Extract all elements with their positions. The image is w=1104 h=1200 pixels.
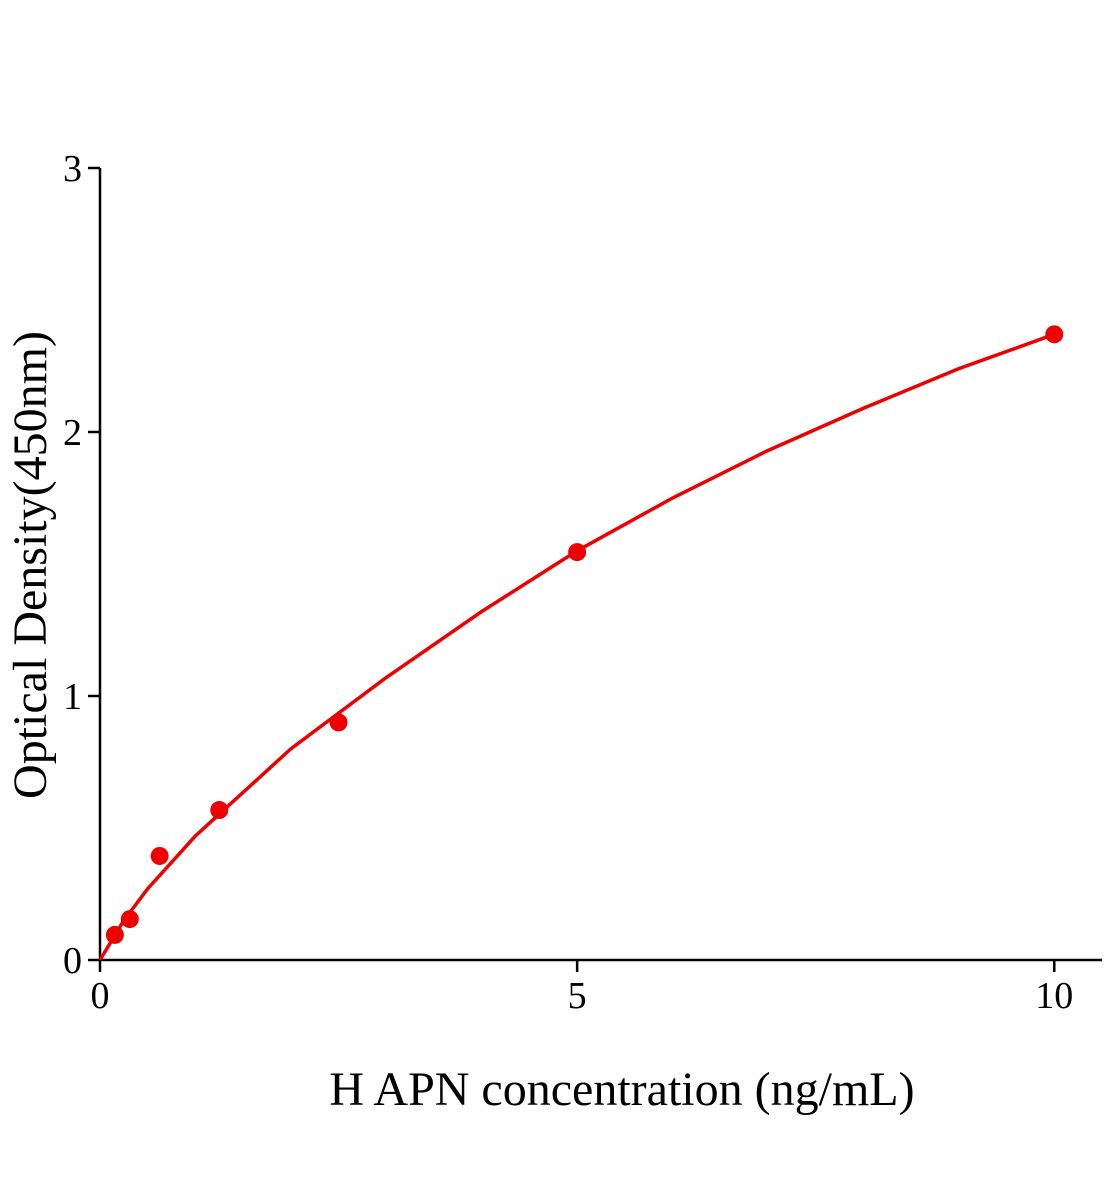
y-tick-label: 1 [63, 676, 82, 718]
y-tick-label: 3 [63, 148, 82, 190]
y-axis-title: Optical Density(450nm) [4, 331, 57, 799]
data-point [150, 846, 169, 865]
y-tick-label: 0 [63, 940, 82, 982]
data-point [120, 910, 139, 929]
data-point [568, 543, 587, 562]
fit-curve [98, 332, 1055, 961]
x-tick-label: 5 [568, 975, 587, 1017]
y-tick-label: 2 [63, 412, 82, 454]
x-tick-label: 10 [1035, 975, 1073, 1017]
data-point [329, 713, 348, 732]
x-tick-label: 0 [91, 975, 110, 1017]
data-point [210, 801, 229, 820]
data-point [105, 925, 124, 944]
x-axis-title: H APN concentration (ng/mL) [329, 1063, 914, 1116]
data-point [1045, 325, 1064, 344]
